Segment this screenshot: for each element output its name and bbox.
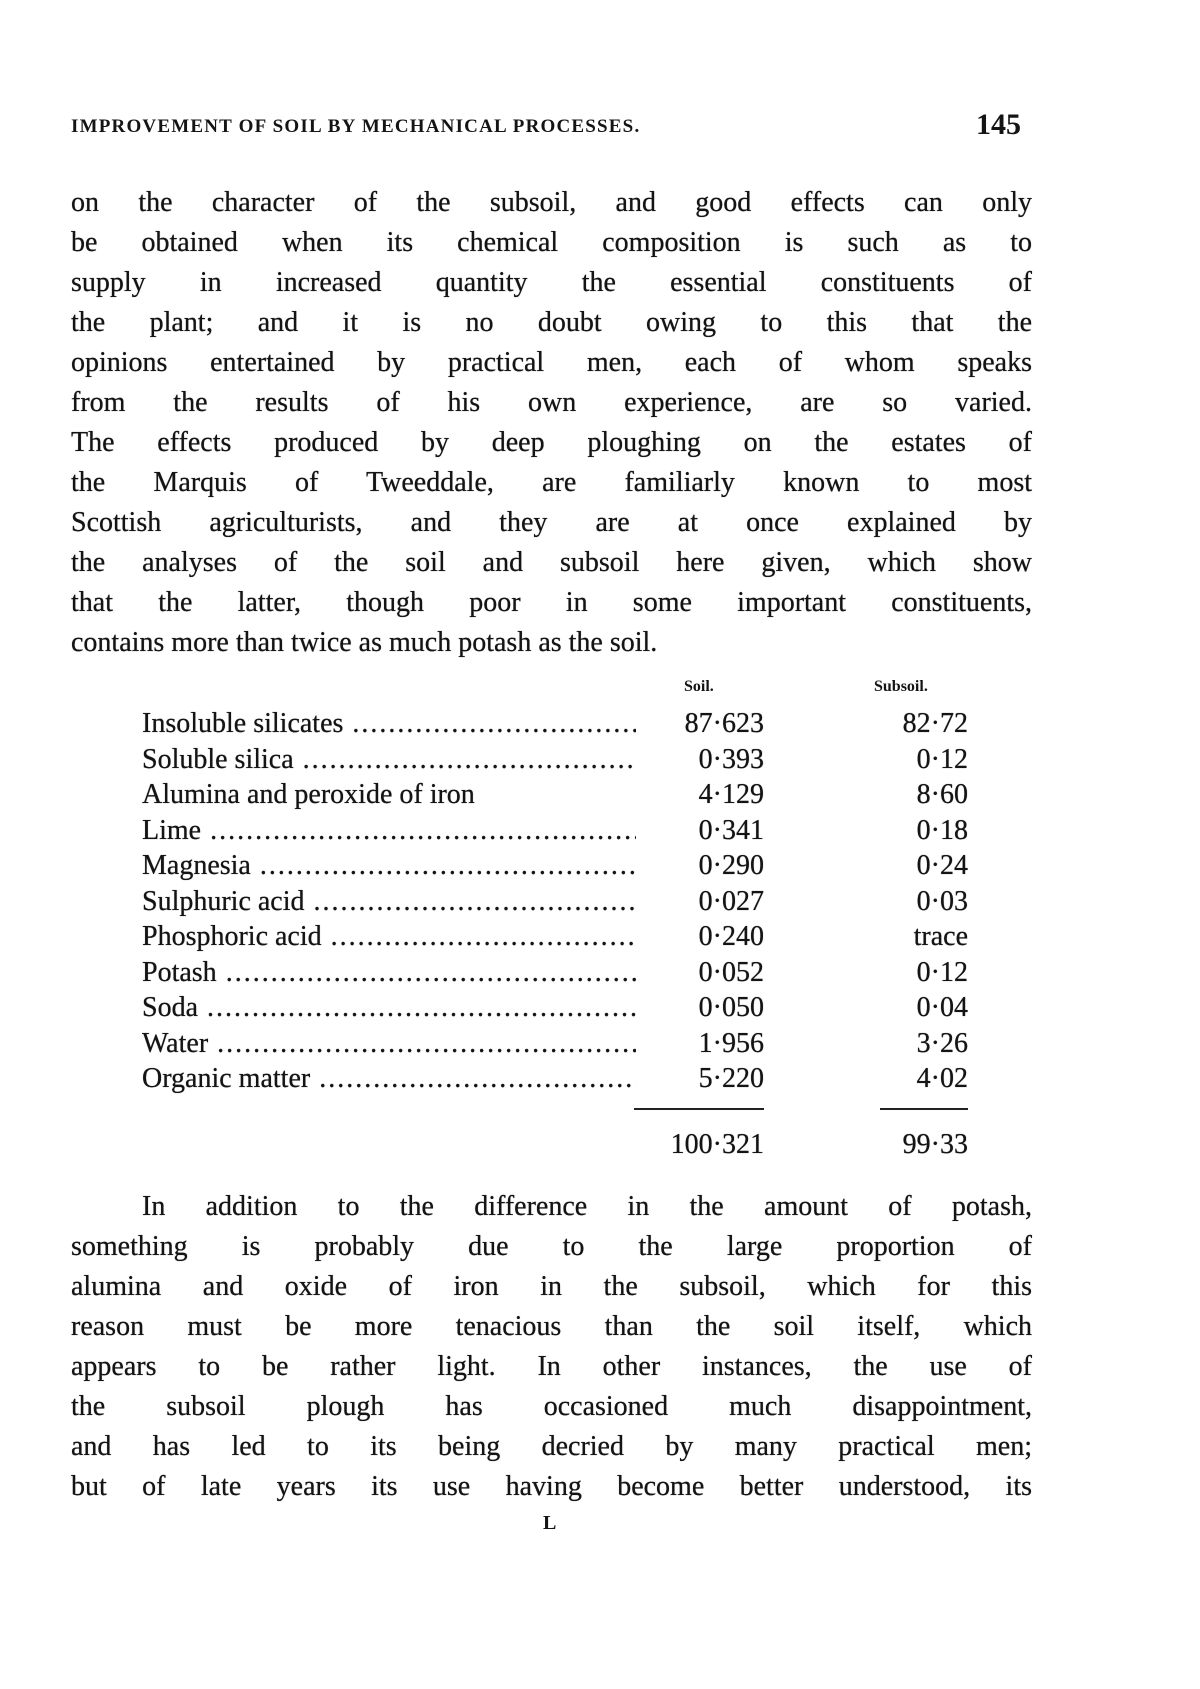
row-label: Magnesia [142, 848, 636, 883]
table-row: Magnesia 0·290 0·24 [142, 848, 982, 883]
soil-value: 0·393 [698, 743, 764, 775]
row-label: Insoluble silicates [142, 706, 636, 741]
column-header-soil: Soil. [684, 678, 714, 695]
table-row: Insoluble silicates 87·623 82·72 [142, 706, 982, 741]
text-line: the plant; and it is no doubt owing to t… [71, 307, 1032, 338]
subsoil-value: 4·02 [916, 1063, 968, 1094]
row-label: Soluble silica [142, 742, 636, 777]
subsoil-value: 0·03 [916, 885, 968, 917]
sum-rule-soil [634, 1108, 764, 1110]
text-line: The effects produced by deep ploughing o… [71, 427, 1032, 458]
row-label: Organic matter [142, 1061, 636, 1096]
row-label: Sulphuric acid [142, 884, 636, 919]
subsoil-value: 0·12 [916, 743, 968, 775]
sum-rule-subsoil [880, 1108, 968, 1110]
text-line: but of late years its use having become … [71, 1471, 1032, 1502]
subsoil-value: trace [913, 921, 968, 952]
total-subsoil: 99·33 [902, 1129, 968, 1160]
text-line: from the results of his own experience, … [71, 387, 1032, 418]
totals-row: 100·321 99·33 [142, 1127, 982, 1162]
table-row: Phosphoric acid 0·240 trace [142, 919, 982, 954]
soil-value: 1·956 [698, 1027, 764, 1059]
row-label: Phosphoric acid [142, 919, 636, 954]
text-line: the analyses of the soil and subsoil her… [71, 547, 1032, 578]
text-line: that the latter, though poor in some imp… [71, 587, 1032, 618]
subsoil-value: 82·72 [902, 708, 968, 739]
text-line: In addition to the difference in the amo… [142, 1191, 1032, 1222]
table-row: Alumina and peroxide of iron 4·129 8·60 [142, 777, 982, 812]
text-line: appears to be rather light. In other ins… [71, 1351, 1032, 1382]
table-row: Potash 0·052 0·12 [142, 955, 982, 990]
total-soil: 100·321 [670, 1129, 764, 1160]
text-line: and has led to its being decried by many… [71, 1431, 1032, 1462]
text-line: be obtained when its chemical compositio… [71, 227, 1032, 258]
subsoil-value: 0·24 [916, 850, 968, 881]
text-line: contains more than twice as much potash … [71, 627, 658, 658]
subsoil-value: 0·12 [916, 956, 968, 988]
row-label: Lime [142, 813, 636, 848]
subsoil-value: 0·18 [916, 814, 968, 846]
table-row: Lime 0·341 0·18 [142, 813, 982, 848]
column-header-subsoil: Subsoil. [874, 678, 928, 695]
subsoil-value: 3·26 [916, 1027, 968, 1059]
running-title: IMPROVEMENT OF SOIL BY MECHANICAL PROCES… [71, 116, 641, 137]
text-line: the subsoil plough has occasioned much d… [71, 1391, 1032, 1422]
soil-value: 4·129 [698, 779, 764, 810]
subsoil-value: 8·60 [916, 779, 968, 810]
signature-mark: L [543, 1512, 557, 1534]
row-label: Alumina and peroxide of iron [142, 779, 475, 810]
table-row: Soda 0·050 0·04 [142, 990, 982, 1025]
table-row: Organic matter 5·220 4·02 [142, 1061, 982, 1096]
soil-value: 0·027 [698, 885, 764, 917]
text-line: the Marquis of Tweeddale, are familiarly… [71, 467, 1032, 498]
text-line: opinions entertained by practical men, e… [71, 347, 1032, 378]
row-label: Water [142, 1026, 636, 1061]
text-line: something is probably due to the large p… [71, 1231, 1032, 1262]
table-row: Soluble silica 0·393 0·12 [142, 742, 982, 777]
row-label: Soda [142, 990, 636, 1025]
soil-value: 5·220 [698, 1063, 764, 1094]
text-line: Scottish agriculturists, and they are at… [71, 507, 1032, 538]
text-line: supply in increased quantity the essenti… [71, 267, 1032, 298]
soil-value: 0·050 [698, 992, 764, 1023]
row-label: Potash [142, 955, 636, 990]
table-row: Water 1·956 3·26 [142, 1026, 982, 1061]
text-line: alumina and oxide of iron in the subsoil… [71, 1271, 1032, 1302]
text-line: on the character of the subsoil, and goo… [71, 187, 1032, 218]
subsoil-value: 0·04 [916, 992, 968, 1023]
page-number: 145 [976, 108, 1021, 141]
soil-value: 0·052 [698, 956, 764, 988]
soil-value: 87·623 [684, 708, 764, 739]
soil-value: 0·240 [698, 921, 764, 952]
soil-value: 0·341 [698, 814, 764, 846]
soil-value: 0·290 [698, 850, 764, 881]
table-row: Sulphuric acid 0·027 0·03 [142, 884, 982, 919]
text-line: reason must be more tenacious than the s… [71, 1311, 1032, 1342]
